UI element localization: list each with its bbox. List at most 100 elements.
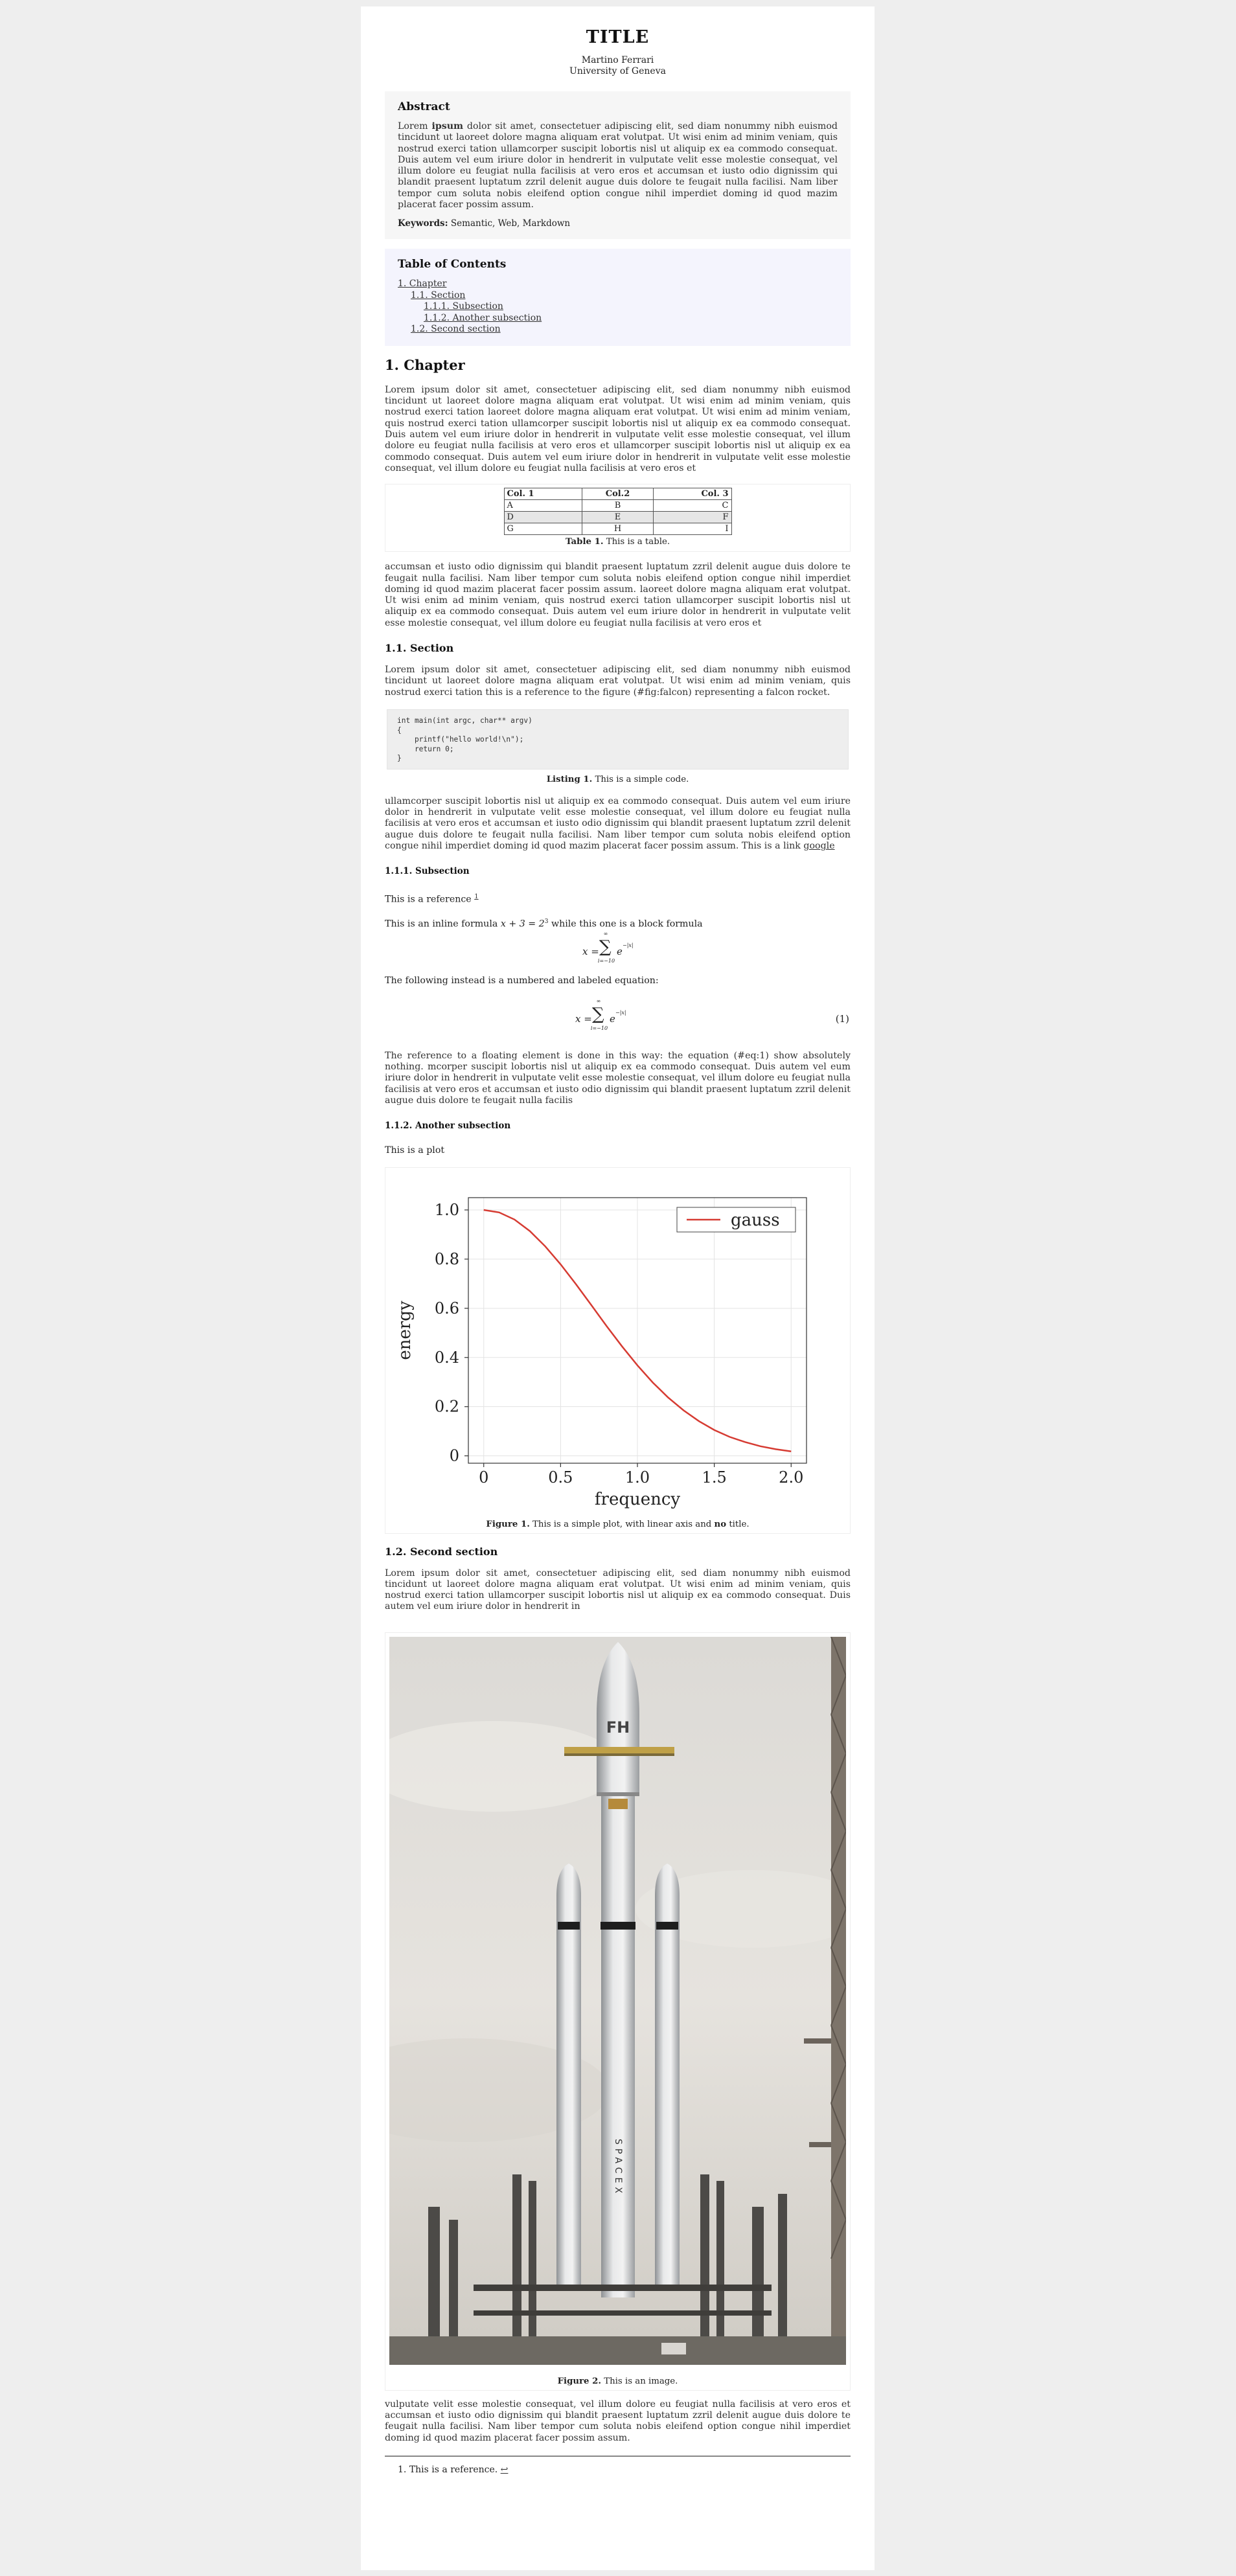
plot-caption-text: This is a simple plot, with linear axis … — [529, 1519, 715, 1529]
y-tick-label: 0.4 — [435, 1348, 459, 1366]
y-tick-label: 0 — [450, 1446, 459, 1465]
plot-caption-label: Figure 1. — [486, 1519, 530, 1529]
google-link[interactable]: google — [803, 841, 835, 852]
table-cell: I — [652, 523, 732, 536]
table-row: D E F — [503, 511, 732, 524]
abstract-heading: Abstract — [398, 100, 450, 113]
second-section-heading: 1.2. Second section — [385, 1545, 498, 1558]
plot-caption-end: title. — [726, 1519, 750, 1529]
block-formula-sum-lower: i=−10 — [597, 958, 615, 964]
table-header-cell: Col. 1 — [503, 488, 583, 501]
chapter-paragraph-1: Lorem ipsum dolor sit amet, consectetuer… — [385, 384, 851, 473]
image-figure: FH SPACEX Figure 2. This is an image. — [385, 1632, 851, 2391]
author-name: Martino Ferrari — [581, 55, 654, 65]
legend-label: gauss — [731, 1211, 780, 1230]
chapter-heading: 1. Chapter — [385, 356, 465, 373]
inline-formula-exponent: 3 — [544, 918, 549, 926]
equation-exponent: −|x| — [615, 1009, 626, 1016]
equation-sum-upper: ∞ — [596, 997, 601, 1004]
plot-figure: 0 0.5 1.0 1.5 2.0 0 0.2 0.4 0.6 0.8 1.0 frequency en… — [385, 1167, 851, 1534]
image-logo-text: FH — [606, 1718, 630, 1737]
second-section-paragraph-2: vulputate velit esse molestie consequat,… — [385, 2399, 851, 2443]
x-tick-label: 2.0 — [779, 1468, 803, 1487]
equation-sum-lower: i=−10 — [590, 1025, 608, 1031]
section-paragraph-1: Lorem ipsum dolor sit amet, consectetuer… — [385, 665, 851, 698]
image-caption: Figure 2. This is an image. — [385, 2377, 850, 2386]
code-listing: int main(int argc, char** argv) { printf… — [387, 709, 849, 769]
table-cell: G — [503, 523, 583, 536]
toc-link-chapter[interactable]: 1. Chapter — [398, 279, 447, 290]
toc-link-second-section[interactable]: 1.2. Second section — [411, 324, 501, 335]
abstract-bold-word: ipsum — [431, 121, 464, 131]
table-row: A B C — [503, 499, 732, 512]
table-caption-label: Table 1. — [565, 537, 604, 547]
equation-lhs: x = — [575, 1012, 592, 1025]
table-figure: Col. 1 Col.2 Col. 3 A B C D E F G — [385, 484, 851, 553]
equation-reference-paragraph: The reference to a floating element is d… — [385, 1050, 851, 1106]
footnote-ref-link[interactable]: 1 — [474, 893, 479, 901]
plot-caption-bold: no — [714, 1519, 727, 1529]
x-axis-label: frequency — [595, 1490, 681, 1509]
block-formula: x = ∞ ∑ i=−10 e −|x| — [385, 931, 851, 968]
table-cell: C — [652, 499, 732, 512]
abstract-box: Abstract Lorem ipsum dolor sit amet, con… — [385, 91, 851, 240]
abstract-text-start: Lorem — [398, 121, 432, 131]
inline-formula-text-after: while this one is a block formula — [548, 919, 703, 930]
plot-caption: Figure 1. This is a simple plot, with li… — [385, 1520, 850, 1529]
image-caption-text: This is an image. — [601, 2376, 678, 2386]
table-cell: E — [582, 511, 654, 524]
footnote-back-link[interactable]: ↩ — [500, 2464, 509, 2475]
toc-link-another-subsection[interactable]: 1.1.2. Another subsection — [424, 312, 542, 323]
listing-caption-text: This is a simple code. — [592, 774, 689, 784]
section-paragraph-2: ullamcorper suscipit lobortis nisl ut al… — [385, 796, 851, 852]
block-formula-term: e — [617, 946, 623, 958]
x-tick-label: 1.5 — [702, 1468, 727, 1487]
inline-formula-line: This is an inline formula x + 3 = 23 whi… — [385, 917, 851, 930]
table-of-contents: Table of Contents 1. Chapter 1.1. Sectio… — [385, 249, 851, 346]
footnote-number: 1. — [398, 2464, 409, 2475]
listing-caption: Listing 1. This is a simple code. — [385, 775, 851, 784]
y-tick-label: 0.2 — [435, 1397, 459, 1415]
equation-number: (1) — [835, 1012, 849, 1025]
y-axis-label: energy — [395, 1301, 415, 1360]
listing-caption-label: Listing 1. — [546, 774, 593, 784]
block-formula-lhs: x = — [582, 946, 599, 958]
reference-text: This is a reference — [385, 895, 475, 906]
numbered-equation-intro: The following instead is a numbered and … — [385, 975, 659, 986]
document-title: TITLE — [586, 27, 650, 47]
equation-term: e — [610, 1012, 615, 1025]
y-tick-label: 0.8 — [435, 1249, 459, 1268]
toc-link-subsection[interactable]: 1.1.1. Subsection — [424, 301, 503, 312]
x-tick-label: 0.5 — [548, 1468, 573, 1487]
reference-line: This is a reference 1 — [385, 891, 851, 906]
inline-formula: x + 3 = 2 — [500, 919, 545, 930]
toc-link-section[interactable]: 1.1. Section — [411, 290, 466, 301]
subsection-heading: 1.1.1. Subsection — [385, 866, 470, 877]
data-table: Col. 1 Col.2 Col. 3 A B C D E F G — [503, 488, 732, 536]
keywords-line: Keywords: Semantic, Web, Markdown — [398, 218, 838, 229]
table-header-cell: Col. 3 — [652, 488, 732, 501]
abstract-text: Lorem ipsum dolor sit amet, consectetuer… — [398, 121, 838, 211]
inline-formula-text-before: This is an inline formula — [385, 919, 501, 930]
block-formula-sum-upper: ∞ — [603, 931, 608, 937]
falcon-heavy-rocket-image: FH SPACEX — [389, 1636, 846, 2365]
y-tick-label: 0.6 — [435, 1299, 459, 1317]
keywords-value: Semantic, Web, Markdown — [448, 218, 571, 229]
table-cell: D — [503, 511, 583, 524]
block-formula-exponent: −|x| — [623, 942, 634, 949]
another-subsection-heading: 1.1.2. Another subsection — [385, 1121, 511, 1132]
table-cell: F — [652, 511, 732, 524]
toc-heading: Table of Contents — [398, 258, 507, 271]
document-body: TITLE Martino Ferrari University of Gene… — [385, 6, 851, 2475]
table-row: G H I — [503, 523, 732, 536]
x-tick-label: 1.0 — [625, 1468, 650, 1487]
plot-intro: This is a plot — [385, 1145, 445, 1156]
table-header-row: Col. 1 Col.2 Col. 3 — [503, 488, 732, 501]
image-caption-label: Figure 2. — [557, 2376, 602, 2386]
footnote-item: 1. This is a reference. ↩ — [385, 2465, 851, 2475]
table-cell: H — [582, 523, 654, 536]
section-paragraph-2-text: ullamcorper suscipit lobortis nisl ut al… — [385, 795, 851, 852]
image-wordmark-text: SPACEX — [613, 2139, 623, 2197]
line-chart: 0 0.5 1.0 1.5 2.0 0 0.2 0.4 0.6 0.8 1.0 frequency en… — [395, 1196, 807, 1509]
table-caption-text: This is a table. — [603, 537, 670, 547]
